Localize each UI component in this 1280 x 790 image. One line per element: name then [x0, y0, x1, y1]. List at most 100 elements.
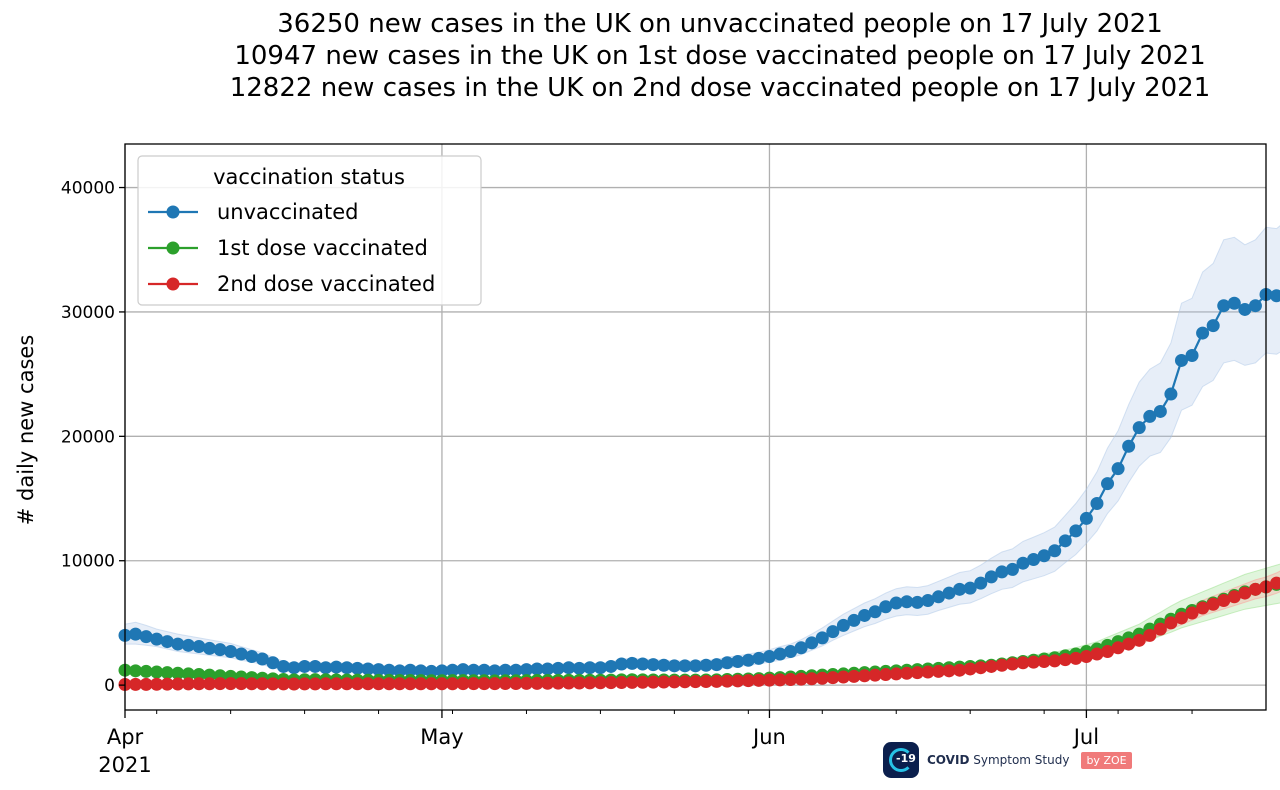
logo-brand-text: COVID Symptom Study: [927, 753, 1070, 767]
data-point: [710, 658, 724, 672]
data-point: [530, 676, 544, 690]
data-point: [921, 594, 935, 608]
y-tick-label: 30000: [61, 303, 115, 323]
data-point: [467, 663, 481, 677]
data-point: [1185, 606, 1199, 620]
data-point: [826, 625, 840, 639]
data-point: [372, 663, 386, 677]
data-point: [1048, 544, 1062, 558]
data-point: [181, 667, 195, 681]
data-point: [879, 600, 893, 614]
data-point: [1238, 586, 1252, 600]
x-tick-label: Jun: [751, 725, 786, 749]
data-point: [974, 576, 988, 590]
data-point: [456, 677, 470, 691]
data-point: [245, 677, 259, 691]
data-point: [974, 661, 988, 675]
x-tick-label: Apr: [107, 725, 144, 749]
data-point: [203, 641, 217, 655]
data-point: [583, 661, 597, 675]
data-point: [678, 659, 692, 673]
data-point: [868, 605, 882, 619]
y-tick-label: 40000: [61, 179, 115, 199]
data-point: [1090, 647, 1104, 661]
data-point: [1227, 590, 1241, 604]
data-point: [720, 674, 734, 688]
data-point: [762, 650, 776, 664]
data-point: [488, 664, 502, 678]
data-point: [519, 663, 533, 677]
legend-label: unvaccinated: [217, 200, 359, 224]
data-point: [1111, 641, 1125, 655]
data-point: [657, 675, 671, 689]
data-point: [879, 668, 893, 682]
data-point: [1016, 556, 1030, 570]
data-point: [910, 666, 924, 680]
data-point: [699, 658, 713, 672]
data-point: [1270, 576, 1280, 590]
data-point: [995, 565, 1009, 579]
data-point: [784, 673, 798, 687]
data-point: [1016, 656, 1030, 670]
data-point: [889, 667, 903, 681]
data-point: [1005, 657, 1019, 671]
data-point: [298, 659, 312, 673]
data-point: [636, 675, 650, 689]
data-point: [382, 663, 396, 677]
data-point: [1101, 477, 1115, 491]
data-point: [340, 661, 354, 675]
data-point: [1248, 299, 1262, 313]
data-point: [836, 618, 850, 632]
legend: vaccination status unvaccinated 1st dose v…: [137, 155, 482, 306]
data-point: [129, 664, 143, 678]
data-point: [1217, 594, 1231, 608]
data-point: [361, 677, 375, 691]
data-point: [1122, 637, 1136, 651]
data-point: [255, 652, 269, 666]
data-point: [900, 666, 914, 680]
data-point: [435, 664, 449, 678]
data-point: [1079, 650, 1093, 664]
data-point: [572, 661, 586, 675]
data-point: [477, 663, 491, 677]
legend-marker: [166, 205, 180, 219]
x-tick-label: Jul: [1072, 725, 1099, 749]
data-point: [889, 596, 903, 610]
data-point: [234, 647, 248, 661]
data-point: [350, 661, 364, 675]
data-point: [498, 677, 512, 691]
data-point: [1122, 439, 1136, 453]
data-point: [541, 662, 555, 676]
data-point: [752, 673, 766, 687]
legend-item: 2nd dose vaccinated: [148, 272, 435, 296]
data-point: [139, 630, 153, 644]
data-point: [963, 581, 977, 595]
data-point: [1164, 387, 1178, 401]
data-point: [762, 673, 776, 687]
data-point: [160, 666, 174, 680]
data-point: [773, 647, 787, 661]
y-tick-label: 20000: [61, 427, 115, 447]
data-point: [689, 659, 702, 673]
data-point: [181, 638, 195, 652]
data-point: [393, 664, 407, 678]
data-point: [372, 677, 386, 691]
data-point: [784, 645, 798, 659]
data-point: [1270, 289, 1280, 303]
data-point: [1048, 654, 1062, 668]
data-point: [815, 631, 829, 645]
data-point: [942, 586, 956, 600]
data-point: [1027, 655, 1041, 669]
legend-title: vaccination status: [213, 165, 405, 189]
data-point: [562, 676, 576, 690]
data-point: [150, 677, 164, 691]
y-tick-label: 10000: [61, 552, 115, 572]
data-point: [446, 677, 460, 691]
data-point: [1153, 622, 1167, 636]
data-point: [868, 668, 882, 682]
data-point: [213, 677, 227, 691]
data-point: [963, 662, 977, 676]
data-point: [1238, 302, 1252, 316]
data-point: [424, 664, 438, 678]
data-point: [1248, 582, 1262, 596]
